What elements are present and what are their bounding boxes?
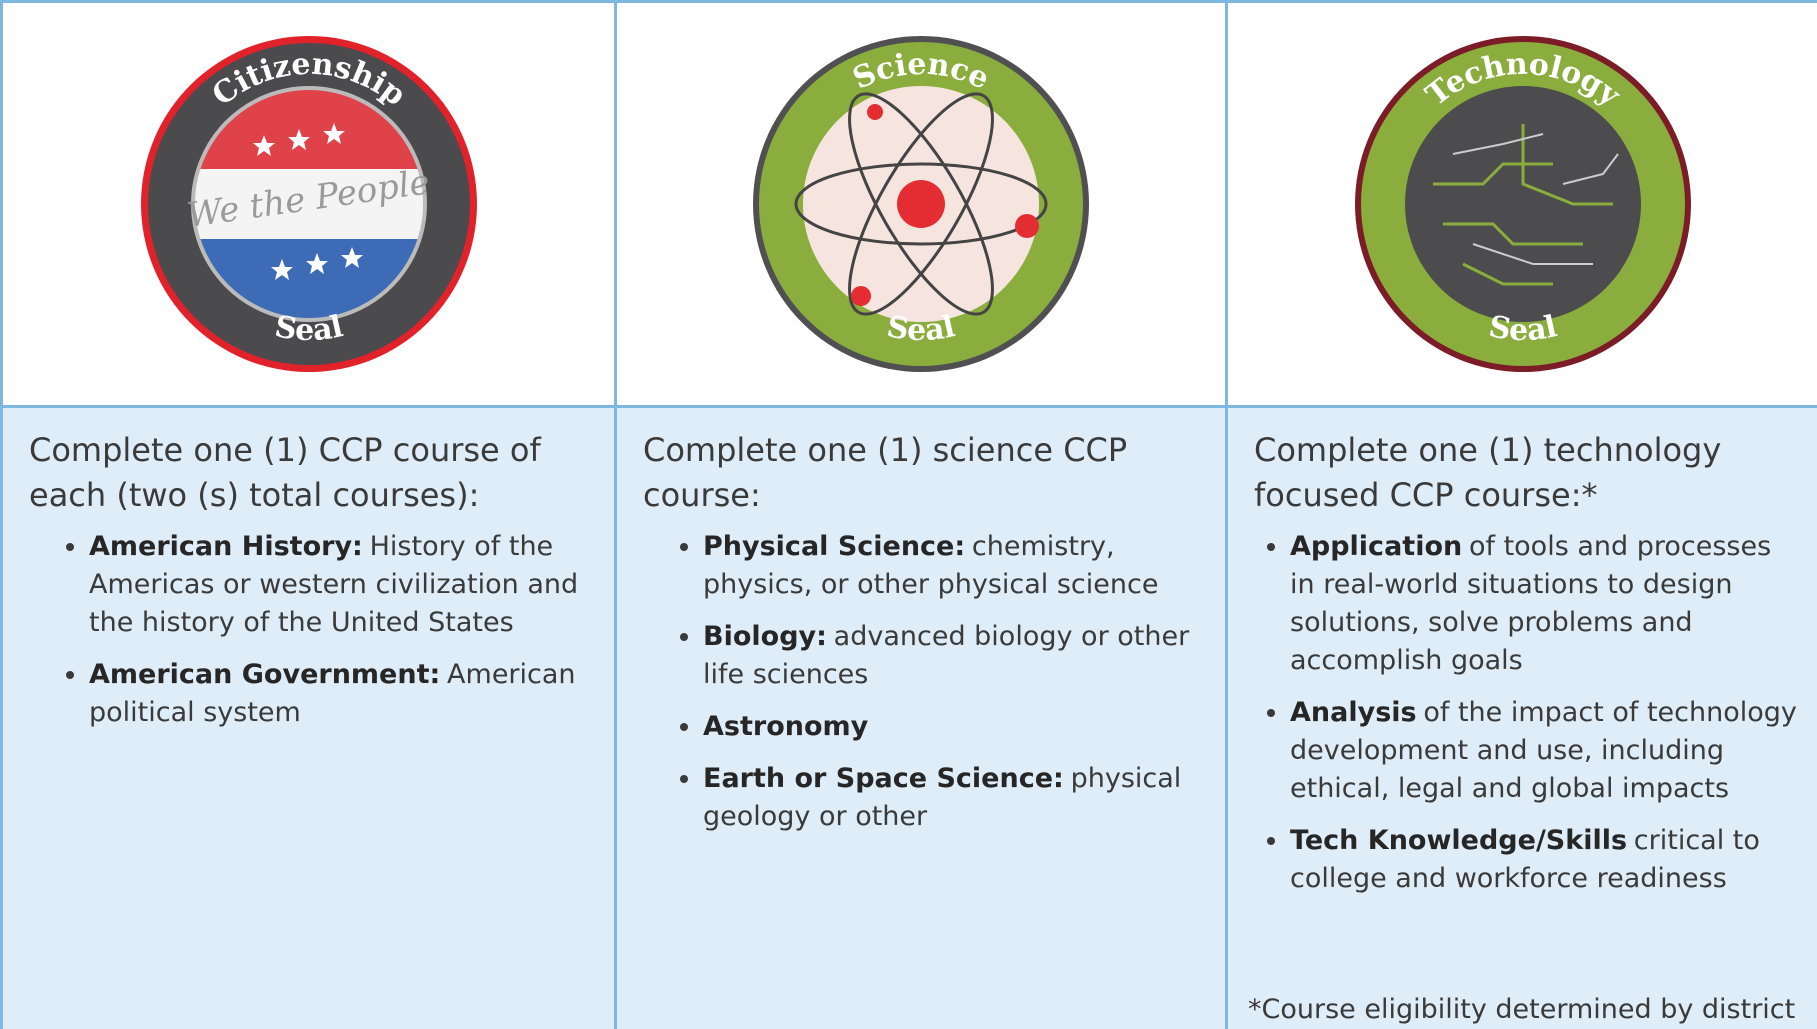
item-heading: Application (1290, 531, 1463, 562)
badge-cell: Technology Seal (1225, 0, 1817, 408)
criteria-cell: Complete one (1) science CCP course: Phy… (614, 408, 1228, 1029)
item-text: critical to college and workforce readin… (1290, 825, 1760, 894)
item-text: physical geology or other (703, 763, 1182, 832)
intro: Complete one (1) CCP course of each (two… (29, 431, 541, 514)
item-text: American political system (89, 659, 576, 728)
item-text: advanced biology or other life sciences (703, 621, 1190, 690)
item-text: chemistry, physics, or other physical sc… (703, 531, 1159, 600)
criteria-cell: Complete one (1) CCP course of each (two… (0, 408, 617, 1029)
criteria-item: American Government:American political s… (89, 656, 594, 732)
criteria-list: American History:History of the Americas… (29, 528, 594, 732)
column: Science Seal Complete one (1) science CC… (614, 0, 1228, 1029)
badge-cell: We the People Citizenship Seal (0, 0, 617, 408)
criteria-item: Earth or Space Science:physical geology … (703, 760, 1205, 836)
svg-text:Seal: Seal (272, 309, 346, 348)
criteria-item: Astronomy (703, 708, 1205, 746)
science-badge: Science Seal (753, 36, 1089, 372)
item-heading: Analysis (1290, 697, 1417, 728)
item-text: of the impact of technology development … (1290, 697, 1797, 804)
item-heading: Biology: (703, 621, 827, 652)
item-heading: American History: (89, 531, 363, 562)
item-text: History of the Americas or western civil… (89, 531, 579, 638)
citizenship-badge: We the People Citizenship Seal (140, 36, 477, 372)
technology-badge: Technology Seal (1354, 36, 1691, 372)
column: Technology Seal Complete one (1) technol… (1225, 0, 1817, 1029)
svg-text:Seal: Seal (1486, 309, 1560, 348)
intro: Complete one (1) science CCP course: (643, 431, 1128, 514)
item-heading: Earth or Space Science: (703, 763, 1064, 794)
badge-cell: Science Seal (614, 0, 1228, 408)
item-heading: Tech Knowledge/Skills (1290, 825, 1628, 856)
criteria-item: American History:History of the Americas… (89, 528, 594, 642)
badge-bottom-text: Seal (272, 309, 346, 348)
item-heading: Astronomy (703, 711, 869, 742)
criteria-list: Physical Science:chemistry, physics, or … (643, 528, 1205, 836)
badge-bottom-text: Seal (884, 309, 958, 348)
intro: Complete one (1) technology focused CCP … (1254, 431, 1722, 514)
footnote: *Course eligibility determined by distri… (1248, 994, 1796, 1025)
item-text: of tools and processes in real-world sit… (1290, 531, 1772, 676)
criteria-item: Biology:advanced biology or other life s… (703, 618, 1205, 694)
column: We the People Citizenship Seal Complete … (0, 0, 617, 1029)
criteria-cell: Complete one (1) technology focused CCP … (1225, 408, 1817, 1029)
item-heading: Physical Science: (703, 531, 966, 562)
criteria-item: Physical Science:chemistry, physics, or … (703, 528, 1205, 604)
item-heading: American Government: (89, 659, 441, 690)
svg-text:Seal: Seal (884, 309, 958, 348)
badge-bottom-text: Seal (1486, 309, 1560, 348)
